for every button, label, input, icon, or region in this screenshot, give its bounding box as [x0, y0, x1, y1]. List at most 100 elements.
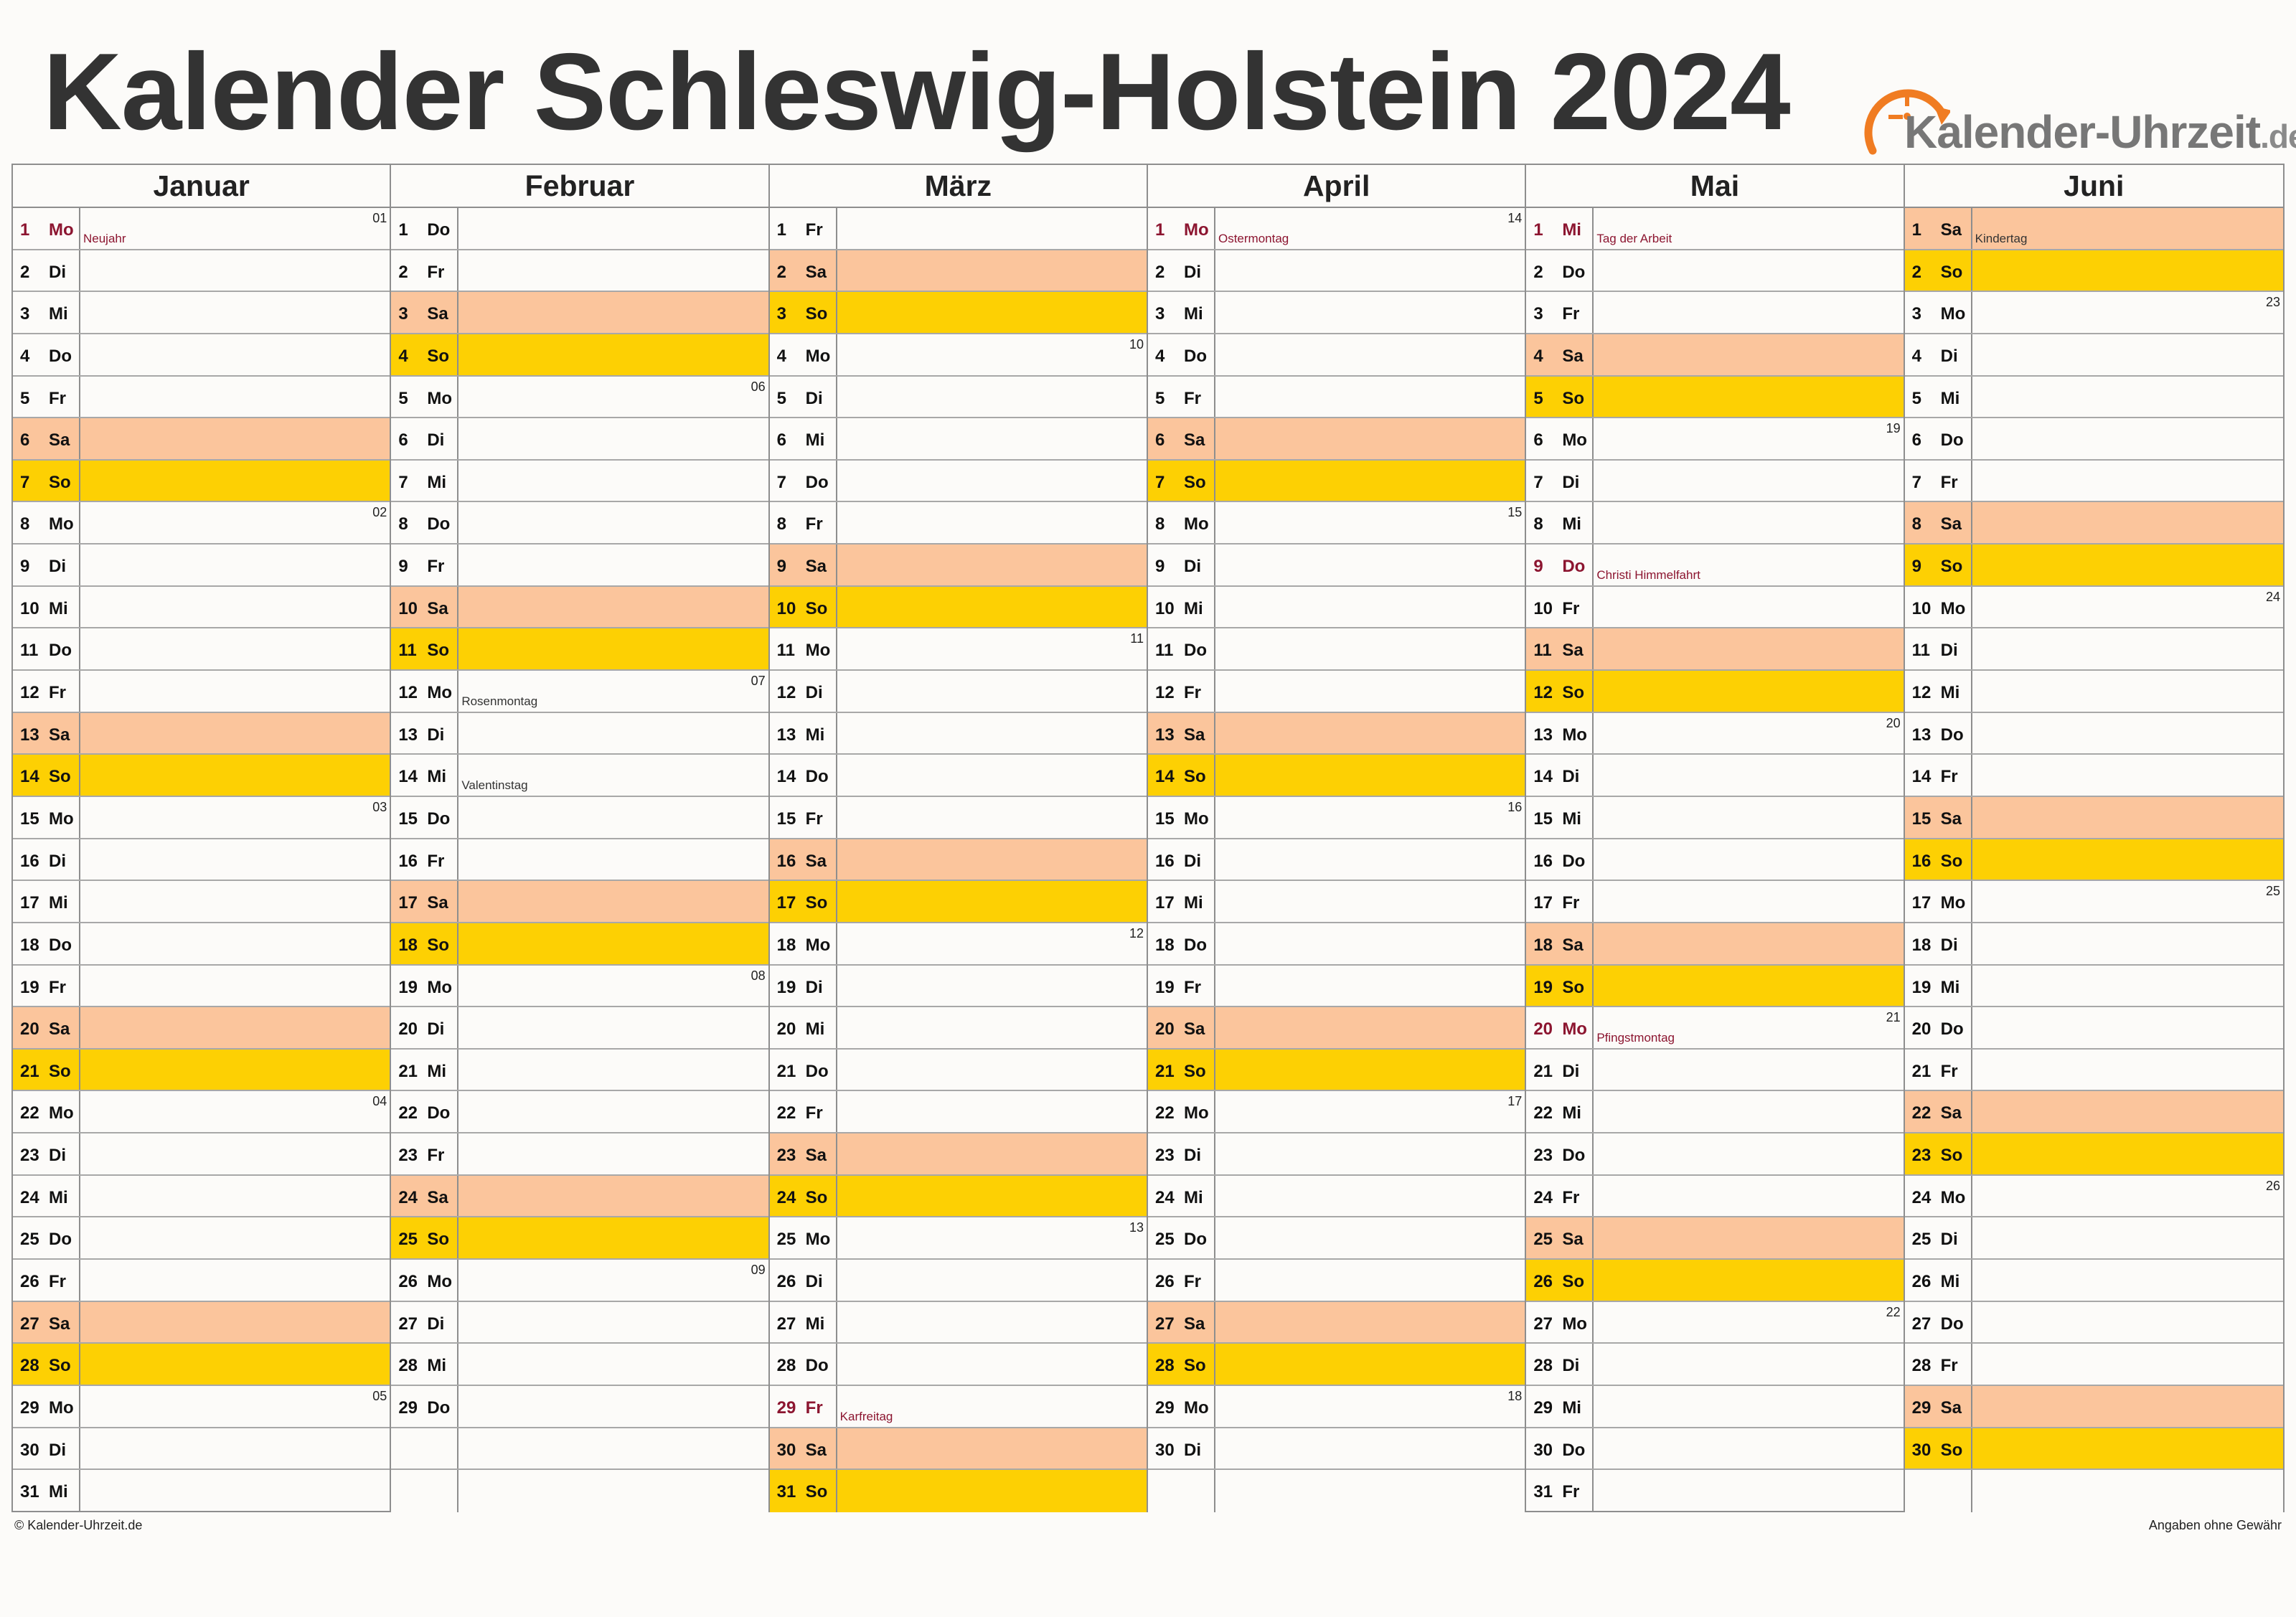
day-row[interactable]: 27 Mo 22	[1526, 1301, 1904, 1344]
day-row[interactable]: 8 Sa	[1904, 502, 2283, 545]
day-row[interactable]: 24 Mo 26	[1904, 1175, 2283, 1218]
day-row[interactable]: 13 Mo 20	[1526, 712, 1904, 755]
day-row[interactable]: 14 So	[13, 755, 390, 797]
day-row[interactable]: 28 Mi	[391, 1344, 768, 1386]
day-row[interactable]: 9 Di	[13, 544, 390, 587]
day-row[interactable]: 4 Di	[1904, 334, 2283, 377]
day-row[interactable]: 19 Mi	[1904, 965, 2283, 1008]
day-row[interactable]: 23 Fr	[391, 1133, 768, 1176]
day-row[interactable]: 5 Di	[769, 376, 1147, 419]
day-row[interactable]: 24 Fr	[1526, 1175, 1904, 1218]
day-row[interactable]: 25 Sa	[1526, 1217, 1904, 1260]
day-row[interactable]: 28 So	[13, 1344, 390, 1386]
day-row[interactable]: 3 So	[769, 292, 1147, 334]
day-row[interactable]: 23 So	[1904, 1133, 2283, 1176]
day-row[interactable]: 5 Mi	[1904, 376, 2283, 419]
day-row[interactable]: 15 Sa	[1904, 796, 2283, 839]
day-row[interactable]: 28 Di	[1526, 1344, 1904, 1386]
day-row[interactable]: 4 Mo 10	[769, 334, 1147, 377]
day-row[interactable]: 25 Mo 13	[769, 1217, 1147, 1260]
day-row[interactable]: 26 Mo 09	[391, 1260, 768, 1302]
day-row[interactable]: 14 So	[1147, 755, 1525, 797]
day-row[interactable]: 2 Sa	[769, 250, 1147, 293]
day-row[interactable]: 27 Sa	[1147, 1301, 1525, 1344]
day-row[interactable]: 14 Do	[769, 755, 1147, 797]
day-row[interactable]: 24 Mi	[1147, 1175, 1525, 1218]
day-row[interactable]: 14 Di	[1526, 755, 1904, 797]
day-row[interactable]: 22 Do	[391, 1091, 768, 1134]
day-row[interactable]: 2 So	[1904, 250, 2283, 293]
day-row[interactable]: 1 Fr	[769, 208, 1147, 250]
day-row[interactable]: 4 So	[391, 334, 768, 377]
day-row[interactable]: 16 Sa	[769, 839, 1147, 882]
day-row[interactable]: 7 So	[1147, 460, 1525, 503]
day-row[interactable]: 4 Do	[13, 334, 390, 377]
day-row[interactable]: 17 Mo 25	[1904, 881, 2283, 923]
day-row[interactable]: 9 So	[1904, 544, 2283, 587]
day-row[interactable]: 12 Mo Rosenmontag 07	[391, 671, 768, 713]
day-row[interactable]: 19 Fr	[13, 965, 390, 1008]
day-row[interactable]: 22 Mo 17	[1147, 1091, 1525, 1134]
day-row[interactable]: 11 Di	[1904, 628, 2283, 671]
day-row[interactable]: 13 Do	[1904, 712, 2283, 755]
day-row[interactable]: 19 Mo 08	[391, 965, 768, 1008]
day-row[interactable]: 8 Mo 15	[1147, 502, 1525, 545]
day-row[interactable]: 4 Sa	[1526, 334, 1904, 377]
day-row[interactable]: 12 Di	[769, 671, 1147, 713]
day-row[interactable]: 14 Mi Valentinstag	[391, 755, 768, 797]
day-row[interactable]: 18 Di	[1904, 923, 2283, 966]
day-row[interactable]: 10 Mi	[13, 586, 390, 629]
day-row[interactable]: 21 Do	[769, 1049, 1147, 1092]
day-row[interactable]: 31 Mi	[13, 1470, 390, 1512]
day-row[interactable]: 31 Fr	[1526, 1470, 1903, 1512]
day-row[interactable]: 18 Mo 12	[769, 923, 1147, 966]
day-row[interactable]: 2 Do	[1526, 250, 1904, 293]
day-row[interactable]: 29 Sa	[1904, 1385, 2283, 1428]
day-row[interactable]: 5 Mo 06	[391, 376, 768, 419]
day-row[interactable]: 8 Fr	[769, 502, 1147, 545]
day-row[interactable]: 29 Fr Karfreitag	[769, 1385, 1147, 1428]
day-row[interactable]: 18 Do	[13, 923, 390, 966]
day-row[interactable]: 6 Sa	[1147, 418, 1525, 461]
day-row[interactable]: 20 Do	[1904, 1007, 2283, 1050]
day-row[interactable]: 30 So	[1904, 1428, 2283, 1471]
day-row[interactable]: 13 Sa	[1147, 712, 1525, 755]
day-row[interactable]: 20 Sa	[1147, 1007, 1525, 1050]
day-row[interactable]: 26 Fr	[1147, 1260, 1525, 1302]
day-row[interactable]: 5 Fr	[1147, 376, 1525, 419]
day-row[interactable]: 28 So	[1147, 1344, 1525, 1386]
day-row[interactable]: 17 So	[769, 881, 1147, 923]
day-row[interactable]: 20 Di	[391, 1007, 768, 1050]
day-row[interactable]: 12 Fr	[13, 671, 390, 713]
day-row[interactable]: 24 Mi	[13, 1175, 390, 1218]
day-row[interactable]: 26 Di	[769, 1260, 1147, 1302]
day-row[interactable]: 13 Di	[391, 712, 768, 755]
day-row[interactable]: 13 Sa	[13, 712, 390, 755]
day-row[interactable]: 7 So	[13, 460, 390, 503]
day-row[interactable]: 21 So	[13, 1049, 390, 1092]
day-row[interactable]: 10 Fr	[1526, 586, 1904, 629]
day-row[interactable]: 6 Sa	[13, 418, 390, 461]
day-row[interactable]: 3 Mi	[13, 292, 390, 334]
day-row[interactable]: 12 Fr	[1147, 671, 1525, 713]
day-row[interactable]: 18 Sa	[1526, 923, 1904, 966]
day-row[interactable]: 13 Mi	[769, 712, 1147, 755]
day-row[interactable]: 18 So	[391, 923, 768, 966]
day-row[interactable]: 18 Do	[1147, 923, 1525, 966]
day-row[interactable]: 9 Fr	[391, 544, 768, 587]
day-row[interactable]: 2 Fr	[391, 250, 768, 293]
day-row[interactable]: 20 Mo Pfingstmontag 21	[1526, 1007, 1904, 1050]
day-row[interactable]: 21 So	[1147, 1049, 1525, 1092]
day-row[interactable]: 16 Di	[1147, 839, 1525, 882]
day-row[interactable]: 23 Di	[1147, 1133, 1525, 1176]
day-row[interactable]: 28 Fr	[1904, 1344, 2283, 1386]
day-row[interactable]: 17 Mi	[1147, 881, 1525, 923]
day-row[interactable]: 7 Di	[1526, 460, 1904, 503]
day-row[interactable]: 10 So	[769, 586, 1147, 629]
day-row[interactable]: 30 Do	[1526, 1428, 1904, 1471]
day-row[interactable]: 12 So	[1526, 671, 1904, 713]
day-row[interactable]: 15 Do	[391, 796, 768, 839]
day-row[interactable]: 21 Di	[1526, 1049, 1904, 1092]
day-row[interactable]: 11 So	[391, 628, 768, 671]
day-row[interactable]: 16 Do	[1526, 839, 1904, 882]
